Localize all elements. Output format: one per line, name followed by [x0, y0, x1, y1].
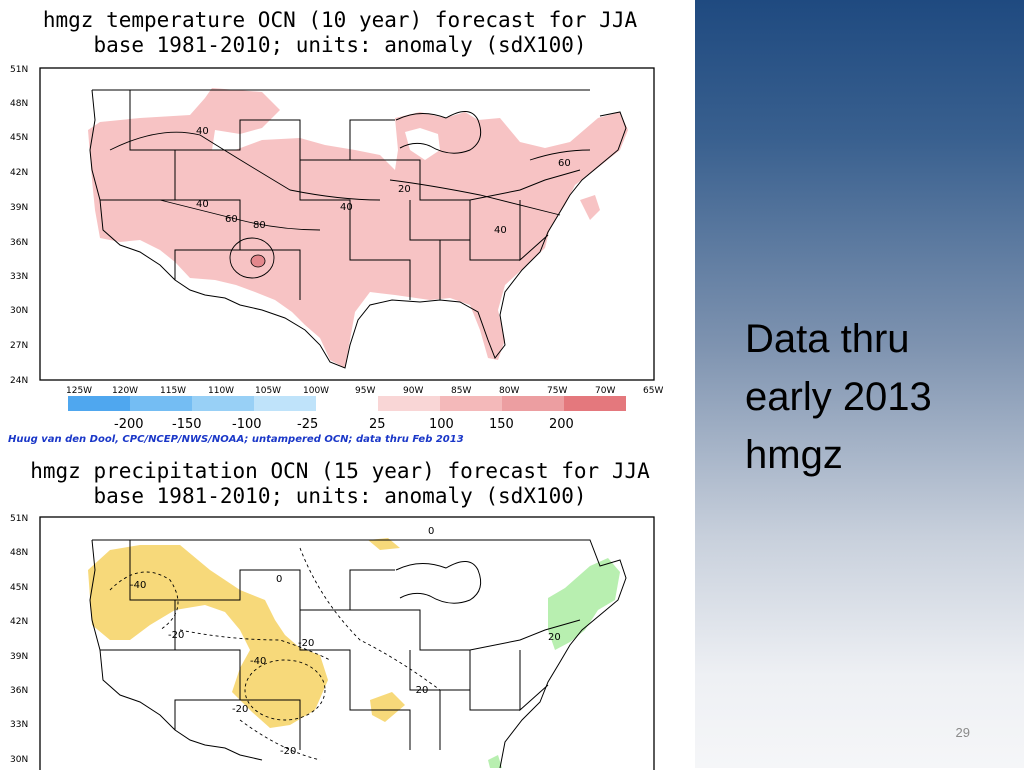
caption-line-1: Data thru — [745, 317, 910, 361]
wet-anomaly-shading — [488, 558, 620, 768]
svg-text:42N: 42N — [10, 168, 28, 178]
caption-line-3: hmgz — [745, 433, 843, 477]
svg-text:100: 100 — [429, 417, 454, 432]
svg-text:200: 200 — [549, 417, 574, 432]
warm-anomaly-strong-core — [250, 254, 266, 268]
svg-text:-40: -40 — [130, 580, 146, 591]
svg-text:0: 0 — [428, 526, 434, 537]
precipitation-map: -40 -20 -20 -40 -20 -20 -20 20 0 0 51N 4… — [10, 514, 655, 770]
svg-text:20: 20 — [398, 184, 411, 195]
svg-text:30N: 30N — [10, 306, 28, 316]
svg-text:45N: 45N — [10, 583, 28, 593]
svg-text:20: 20 — [548, 632, 561, 643]
svg-text:-20: -20 — [280, 746, 296, 757]
svg-text:-25: -25 — [297, 417, 318, 432]
svg-text:27N: 27N — [10, 341, 28, 351]
svg-text:36N: 36N — [10, 238, 28, 248]
svg-text:120W: 120W — [112, 386, 138, 396]
svg-text:30N: 30N — [10, 755, 28, 765]
svg-text:33N: 33N — [10, 720, 28, 730]
precipitation-map-title-line2: base 1981-2010; units: anomaly (sdX100) — [93, 484, 587, 508]
svg-text:40: 40 — [340, 202, 353, 213]
legend-color-box — [378, 396, 440, 411]
svg-text:60: 60 — [558, 158, 571, 169]
caption-line-2: early 2013 — [745, 375, 932, 419]
temperature-lon-ticks: 125W 120W 115W 110W 105W 100W 95W 90W 85… — [66, 386, 663, 396]
legend-color-box — [68, 396, 130, 411]
svg-text:80W: 80W — [499, 386, 519, 396]
us-outline — [89, 89, 627, 369]
gradient-panel — [695, 0, 1024, 768]
svg-text:0: 0 — [276, 574, 282, 585]
temperature-map-title-line1: hmgz temperature OCN (10 year) forecast … — [42, 8, 638, 32]
svg-text:100W: 100W — [303, 386, 329, 396]
temperature-map: 40 40 60 80 20 40 40 60 51N 48N 45N 42N … — [10, 65, 663, 432]
temperature-contours — [109, 131, 591, 279]
svg-text:80: 80 — [253, 220, 266, 231]
svg-text:-20: -20 — [298, 638, 314, 649]
svg-text:39N: 39N — [10, 203, 28, 213]
svg-text:-100: -100 — [232, 417, 262, 432]
svg-text:-20: -20 — [232, 704, 248, 715]
precipitation-map-title-line1: hmgz precipitation OCN (15 year) forecas… — [30, 459, 650, 483]
svg-text:105W: 105W — [255, 386, 281, 396]
svg-text:95W: 95W — [355, 386, 375, 396]
svg-text:110W: 110W — [208, 386, 234, 396]
svg-text:-200: -200 — [114, 417, 144, 432]
legend-color-box — [316, 396, 378, 411]
svg-text:24N: 24N — [10, 376, 28, 386]
svg-text:-20: -20 — [168, 630, 184, 641]
temperature-map-title-line2: base 1981-2010; units: anomaly (sdX100) — [93, 33, 587, 57]
svg-text:85W: 85W — [451, 386, 471, 396]
precipitation-contour-labels: -40 -20 -20 -40 -20 -20 -20 20 0 0 — [130, 526, 561, 757]
svg-text:39N: 39N — [10, 652, 28, 662]
data-credit: Huug van den Dool, CPC/NCEP/NWS/NOAA; un… — [8, 434, 464, 445]
svg-text:40: 40 — [196, 126, 209, 137]
svg-text:-20: -20 — [412, 685, 428, 696]
svg-text:150: 150 — [489, 417, 514, 432]
us-outline-precip — [89, 539, 627, 769]
svg-text:25: 25 — [369, 417, 386, 432]
temperature-contour-labels: 40 40 60 80 20 40 40 60 — [196, 126, 571, 236]
svg-text:70W: 70W — [595, 386, 615, 396]
temperature-legend — [68, 396, 626, 411]
svg-text:40: 40 — [196, 199, 209, 210]
legend-color-box — [130, 396, 192, 411]
svg-text:-40: -40 — [250, 656, 266, 667]
svg-text:45N: 45N — [10, 133, 28, 143]
temperature-legend-labels: -200 -150 -100 -25 25 100 150 200 — [114, 417, 574, 432]
svg-text:48N: 48N — [10, 99, 28, 109]
legend-color-box — [440, 396, 502, 411]
svg-text:75W: 75W — [547, 386, 567, 396]
svg-text:90W: 90W — [403, 386, 423, 396]
svg-text:51N: 51N — [10, 65, 28, 75]
legend-color-box — [564, 396, 626, 411]
svg-text:42N: 42N — [10, 617, 28, 627]
legend-color-box — [254, 396, 316, 411]
precipitation-lat-ticks: 51N 48N 45N 42N 39N 36N 33N 30N — [10, 514, 28, 765]
svg-text:48N: 48N — [10, 548, 28, 558]
svg-text:36N: 36N — [10, 686, 28, 696]
svg-text:40: 40 — [494, 225, 507, 236]
legend-color-box — [192, 396, 254, 411]
svg-text:65W: 65W — [643, 386, 663, 396]
dry-anomaly-shading — [88, 538, 405, 728]
temperature-lat-ticks: 51N 48N 45N 42N 39N 36N 33N 30N 27N 24N — [10, 65, 28, 386]
svg-text:60: 60 — [225, 214, 238, 225]
svg-text:125W: 125W — [66, 386, 92, 396]
svg-text:115W: 115W — [160, 386, 186, 396]
svg-text:33N: 33N — [10, 272, 28, 282]
legend-color-box — [502, 396, 564, 411]
page-number: 29 — [955, 725, 970, 740]
svg-text:-150: -150 — [172, 417, 202, 432]
precipitation-contours — [109, 547, 441, 761]
svg-text:51N: 51N — [10, 514, 28, 524]
slide-caption: Data thru early 2013 hmgz — [745, 310, 1005, 484]
